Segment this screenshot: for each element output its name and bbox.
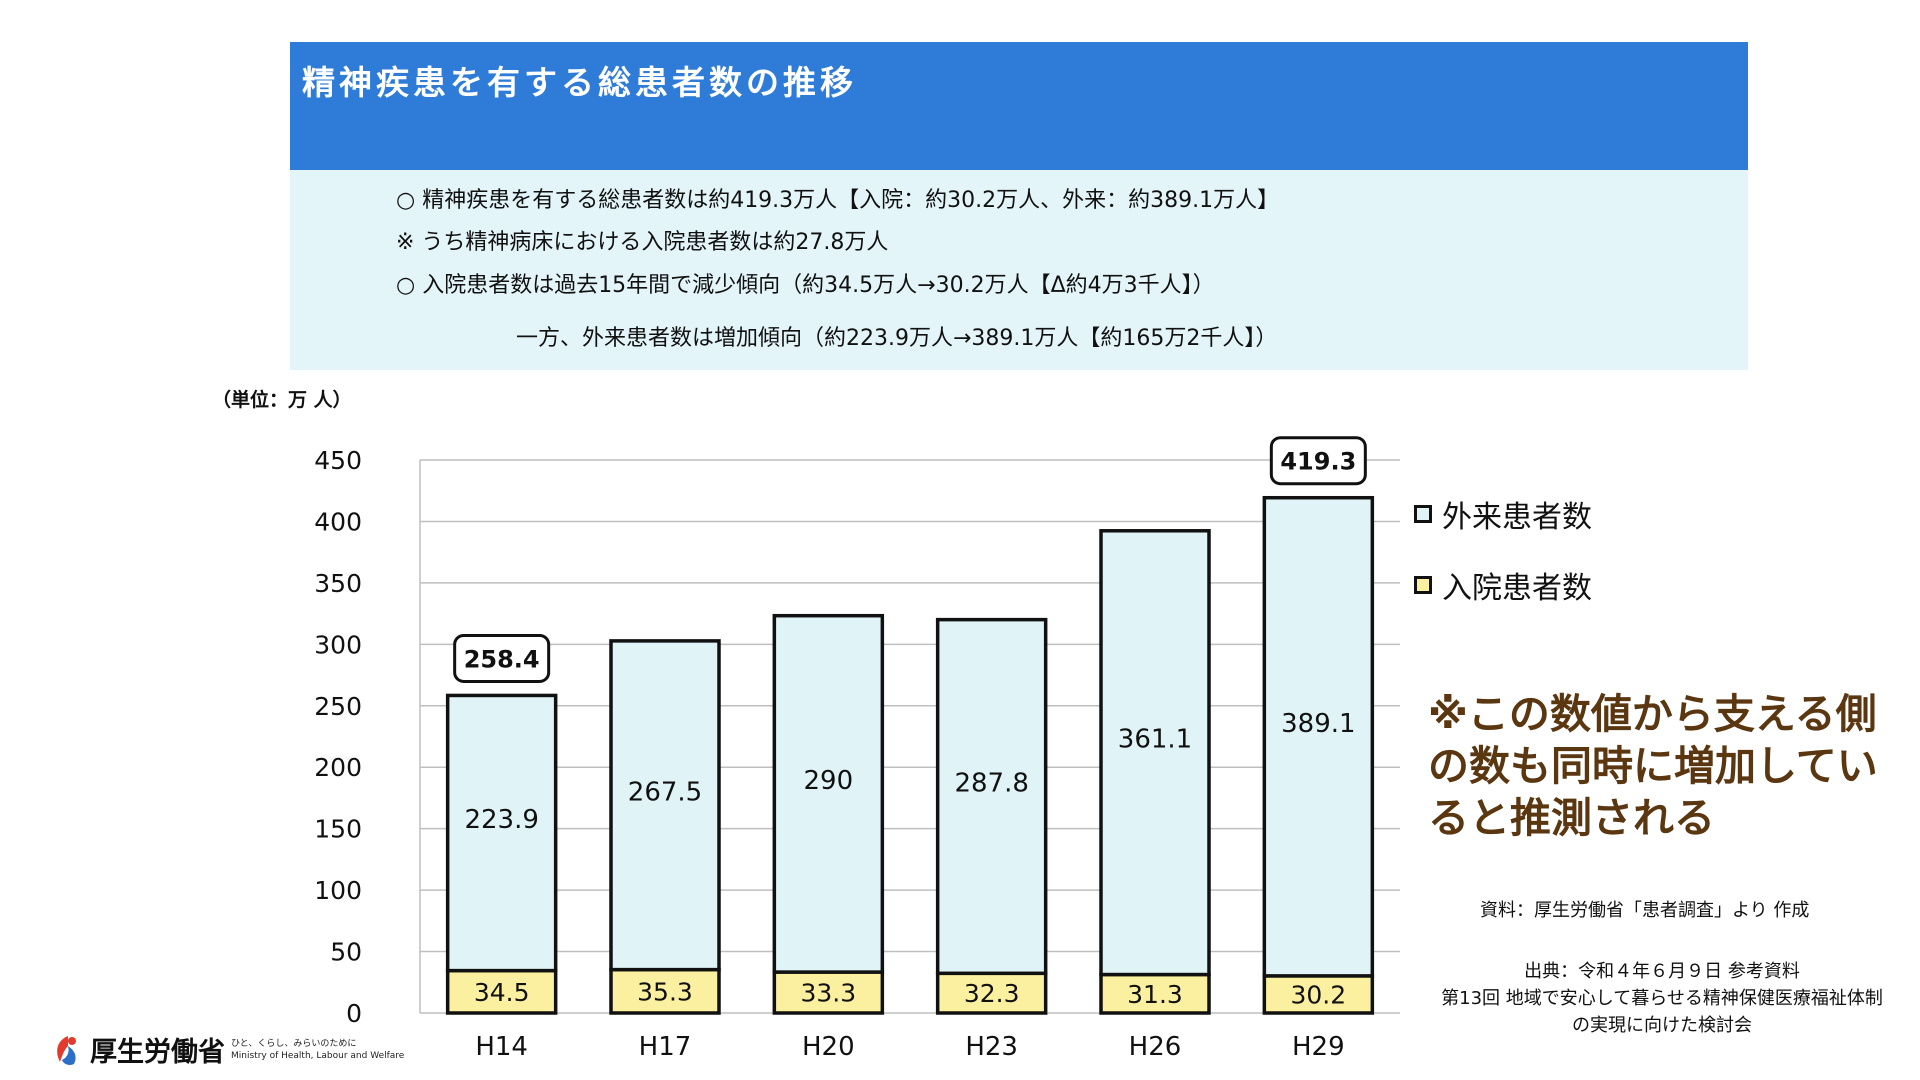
- total-value-label: 419.3: [1280, 448, 1356, 476]
- inference-note: ※この数値から支える側の数も同時に増加していると推測される: [1428, 690, 1878, 842]
- bar-outpatient: [1099, 529, 1211, 977]
- y-tick-label: 350: [314, 569, 362, 598]
- outpatient-value-label: 267.5: [628, 777, 702, 807]
- page-title: 精神疾患を有する総患者数の推移: [302, 63, 857, 102]
- legend-inpatient-swatch: [1414, 576, 1432, 594]
- ministry-emblem-icon: [57, 1035, 76, 1065]
- logo-name: 厚生労働省: [90, 1037, 225, 1068]
- y-tick-label: 250: [314, 692, 362, 721]
- summary-line-2: ※ うち精神病床における入院患者数は約27.8万人: [396, 230, 889, 255]
- bar-outpatient: [935, 617, 1048, 976]
- logo-sub: ひと、くらし、みらいのために Ministry of Health, Labou…: [231, 1038, 404, 1062]
- legend-inpatient: 入院患者数: [1414, 563, 1592, 607]
- citation-line-3: の実現に向けた検討会: [1572, 1015, 1752, 1036]
- bar-outpatient: [609, 639, 721, 972]
- x-tick-label: H20: [802, 1032, 855, 1062]
- outpatient-value-label: 223.9: [464, 805, 538, 835]
- legend-outpatient-label: 外来患者数: [1442, 500, 1592, 535]
- legend-inpatient-label: 入院患者数: [1442, 571, 1592, 606]
- bar-outpatient: [445, 693, 558, 973]
- outpatient-value-label: 389.1: [1281, 709, 1355, 739]
- unit-label: （単位：万 人）: [212, 389, 352, 411]
- legend-outpatient: 外来患者数: [1414, 492, 1592, 536]
- inpatient-value-label: 32.3: [964, 979, 1020, 1008]
- outpatient-value-label: 290: [804, 766, 854, 796]
- inpatient-value-label: 31.3: [1127, 980, 1183, 1009]
- citation-line-1: 出典：令和４年６月９日 参考資料: [1524, 961, 1800, 982]
- citation-line-2: 第13回 地域で安心して暮らせる精神保健医療福祉体制: [1441, 988, 1883, 1009]
- x-tick-label: H14: [475, 1032, 528, 1062]
- source-note: 資料：厚生労働省「患者調査」より 作成: [1480, 900, 1810, 921]
- x-tick-label: H17: [639, 1032, 692, 1062]
- outpatient-value-label: 361.1: [1118, 725, 1192, 755]
- bar-inpatient: [1099, 972, 1211, 1015]
- summary-line-3: ○ 入院患者数は過去15年間で減少傾向（約34.5万人→30.2万人【Δ約4万3…: [396, 273, 1215, 298]
- total-label-box: [453, 633, 551, 683]
- y-tick-label: 400: [314, 507, 362, 536]
- y-tick-label: 450: [314, 446, 362, 475]
- y-tick-label: 0: [346, 999, 362, 1028]
- logo-english: Ministry of Health, Labour and Welfare: [231, 1050, 405, 1061]
- y-tick-label: 200: [314, 753, 362, 782]
- bar-outpatient: [772, 613, 885, 974]
- summary-box: ○ 精神疾患を有する総患者数は約419.3万人【入院：約30.2万人、外来：約3…: [290, 170, 1748, 370]
- outpatient-value-label: 287.8: [954, 768, 1028, 798]
- x-tick-label: H23: [965, 1032, 1018, 1062]
- inpatient-value-label: 35.3: [637, 977, 693, 1006]
- x-tick-label: H29: [1292, 1032, 1345, 1062]
- bar-inpatient: [445, 968, 558, 1015]
- inpatient-value-label: 33.3: [800, 979, 856, 1008]
- summary-line-4: 一方、外来患者数は増加傾向（約223.9万人→389.1万人【約165万2千人】…: [516, 326, 1278, 351]
- y-tick-label: 300: [314, 630, 362, 659]
- y-tick-label: 150: [314, 815, 362, 844]
- bar-outpatient: [1262, 495, 1375, 978]
- total-label-box: [1269, 436, 1367, 486]
- y-tick-label: 50: [330, 938, 362, 967]
- title-bar: 精神疾患を有する総患者数の推移: [290, 42, 1748, 170]
- logo-tagline: ひと、くらし、みらいのために: [231, 1038, 357, 1049]
- summary-line-1: ○ 精神疾患を有する総患者数は約419.3万人【入院：約30.2万人、外来：約3…: [396, 188, 1280, 213]
- ministry-logo: 厚生労働省 ひと、くらし、みらいのために Ministry of Health,…: [50, 1030, 404, 1069]
- citation: 出典：令和４年６月９日 参考資料 第13回 地域で安心して暮らせる精神保健医療福…: [1412, 958, 1912, 1039]
- total-value-label: 258.4: [464, 645, 540, 673]
- inpatient-value-label: 30.2: [1290, 980, 1346, 1009]
- y-tick-label: 100: [314, 876, 362, 905]
- x-tick-label: H26: [1129, 1032, 1182, 1062]
- inpatient-value-label: 34.5: [474, 978, 530, 1007]
- legend-outpatient-swatch: [1414, 505, 1432, 523]
